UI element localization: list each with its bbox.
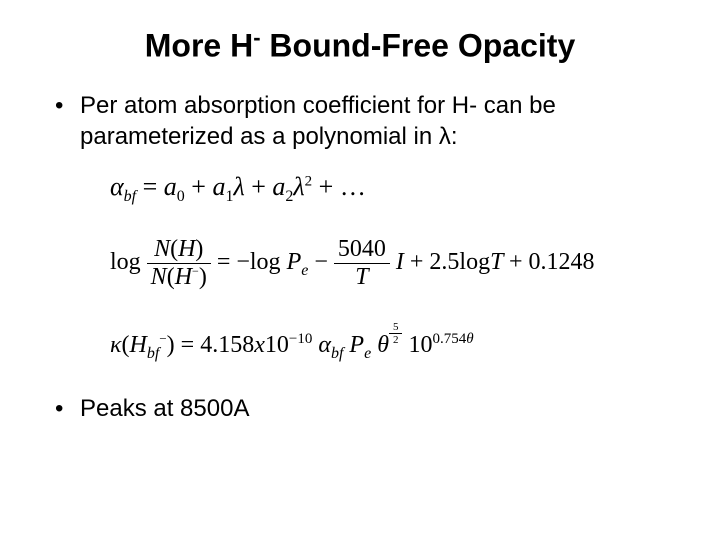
equation-block: αbf = a0 + a1λ + a2λ2 + … log N(H) N(H−)…	[110, 172, 630, 363]
title-sup: -	[253, 25, 260, 50]
equation-2: log N(H) N(H−) = −log Pe − 5040 T I + 2.…	[110, 236, 630, 291]
bullet-1: Per atom absorption coefficient for H- c…	[50, 90, 670, 152]
equation-1: αbf = a0 + a1λ + a2λ2 + …	[110, 172, 630, 206]
bullet-2: Peaks at 8500A	[50, 393, 670, 424]
bullet-list-2: Peaks at 8500A	[50, 393, 670, 424]
title-post: Bound-Free Opacity	[261, 28, 576, 64]
equation-3: κ(Hbf−) = 4.158x10−10 αbf Pe θ52 100.754…	[110, 321, 630, 363]
title-pre: More H	[145, 28, 253, 64]
slide-title: More H- Bound-Free Opacity	[50, 25, 670, 65]
slide-container: More H- Bound-Free Opacity Per atom abso…	[0, 0, 720, 540]
bullet-list: Per atom absorption coefficient for H- c…	[50, 90, 670, 152]
